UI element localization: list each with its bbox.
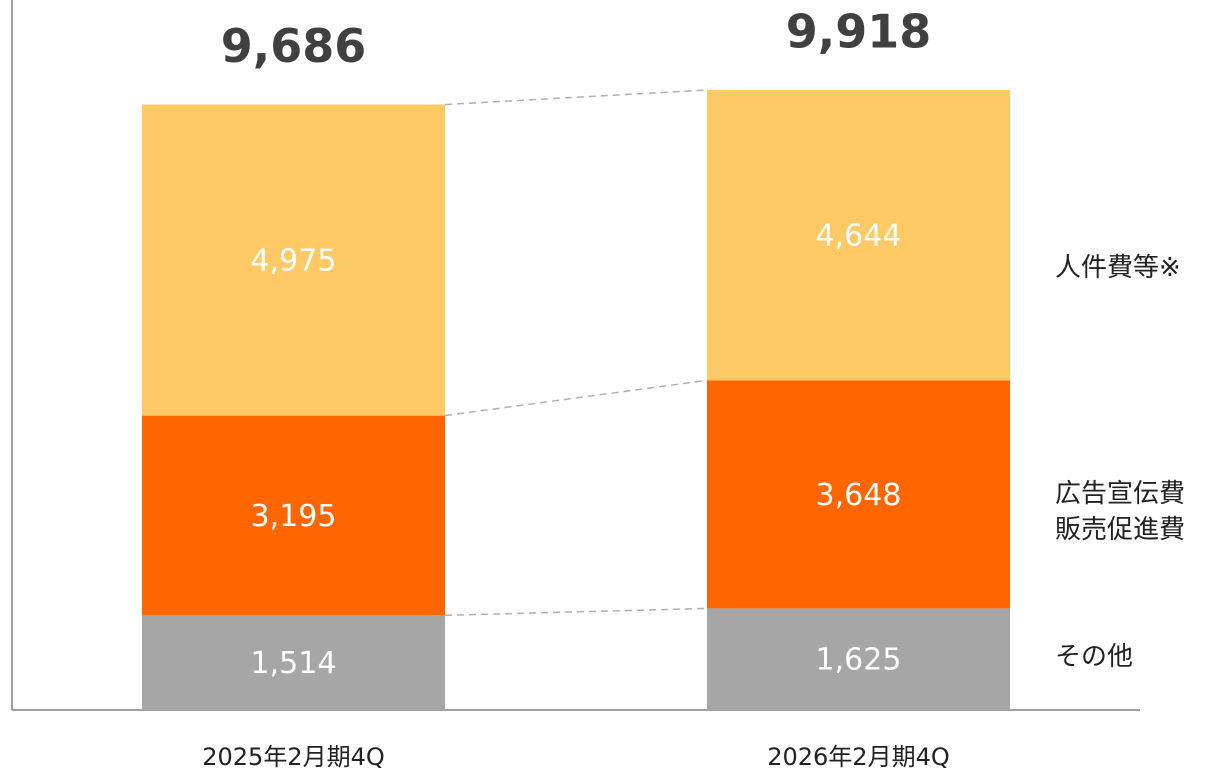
connector-line — [444, 89, 708, 106]
value-label: 3,648 — [816, 478, 902, 513]
total-label: 9,918 — [786, 5, 932, 59]
connector-line — [444, 379, 708, 417]
connector-line — [444, 607, 708, 617]
total-label: 9,686 — [221, 19, 367, 73]
bar-segment — [142, 104, 445, 416]
value-label: 1,514 — [251, 646, 337, 681]
value-label: 4,644 — [816, 219, 902, 254]
bar-segment — [142, 615, 445, 710]
legend-label: 人件費等※ — [1055, 253, 1181, 283]
legend-label: 広告宣伝費 販売促進費 — [1055, 479, 1186, 545]
bar-segment — [707, 380, 1010, 609]
x-tick-label: 2025年2月期4Q — [202, 743, 385, 771]
bar-segment — [707, 608, 1010, 710]
value-label: 1,625 — [816, 643, 902, 678]
legend-label: その他 — [1055, 642, 1134, 672]
x-tick-label: 2026年2月期4Q — [767, 743, 950, 771]
bar-segment — [142, 415, 445, 616]
bar-segment — [707, 90, 1010, 381]
value-label: 3,195 — [251, 499, 337, 534]
value-label: 4,975 — [251, 244, 337, 279]
